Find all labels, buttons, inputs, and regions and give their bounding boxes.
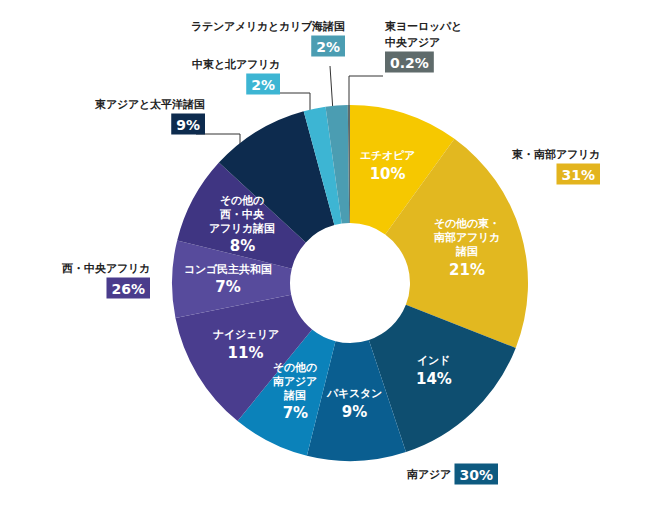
svg-text:東・南部アフリカ: 東・南部アフリカ — [511, 148, 600, 161]
svg-text:その他の: その他の — [273, 361, 317, 374]
svg-text:30%: 30% — [459, 467, 493, 483]
svg-text:西・中央: 西・中央 — [219, 208, 265, 221]
svg-text:ラテンアメリカとカリブ海諸国: ラテンアメリカとカリブ海諸国 — [191, 20, 345, 33]
svg-text:7%: 7% — [215, 278, 240, 296]
svg-text:31%: 31% — [561, 167, 595, 183]
svg-text:2%: 2% — [251, 77, 275, 93]
svg-text:南部アフリカ: 南部アフリカ — [433, 231, 500, 244]
svg-text:西・中央アフリカ: 西・中央アフリカ — [61, 262, 150, 275]
svg-text:南アジア: 南アジア — [272, 375, 317, 388]
svg-text:14%: 14% — [416, 370, 452, 388]
svg-text:26%: 26% — [111, 281, 145, 297]
svg-text:11%: 11% — [228, 344, 264, 362]
svg-text:7%: 7% — [283, 404, 308, 422]
svg-text:インド: インド — [417, 354, 450, 367]
svg-text:ナイジェリア: ナイジェリア — [213, 328, 279, 341]
svg-text:その他の: その他の — [220, 194, 264, 207]
svg-text:10%: 10% — [370, 165, 406, 183]
svg-text:コンゴ民主共和国: コンゴ民主共和国 — [184, 263, 272, 276]
svg-text:パキスタン: パキスタン — [326, 387, 382, 400]
svg-text:9%: 9% — [342, 403, 367, 421]
svg-text:東アジアと太平洋諸国: 東アジアと太平洋諸国 — [94, 98, 205, 111]
svg-text:8%: 8% — [230, 237, 255, 255]
svg-text:その他の東・: その他の東・ — [434, 217, 500, 230]
svg-text:21%: 21% — [449, 261, 485, 279]
svg-text:エチオピア: エチオピア — [360, 149, 415, 162]
svg-text:諸国: 諸国 — [283, 389, 306, 402]
svg-text:諸国: 諸国 — [455, 245, 478, 258]
svg-text:南アジア: 南アジア — [406, 468, 451, 481]
svg-text:0.2%: 0.2% — [390, 55, 429, 71]
svg-text:中東と北アフリカ: 中東と北アフリカ — [192, 58, 280, 71]
svg-text:2%: 2% — [316, 39, 340, 55]
svg-text:東ヨーロッパと: 東ヨーロッパと — [384, 20, 462, 33]
svg-text:アフリカ諸国: アフリカ諸国 — [209, 222, 275, 235]
svg-text:中央アジア: 中央アジア — [385, 36, 440, 49]
svg-text:9%: 9% — [176, 117, 200, 133]
